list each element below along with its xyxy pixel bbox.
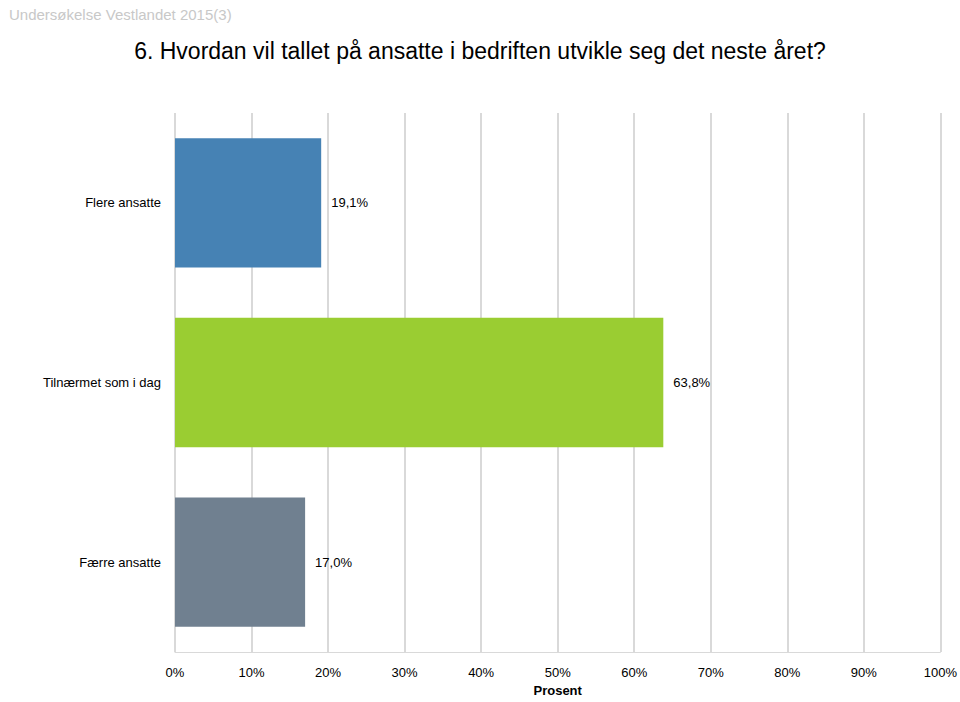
svg-text:80%: 80% [774, 665, 800, 680]
svg-text:90%: 90% [851, 665, 877, 680]
svg-text:20%: 20% [315, 665, 341, 680]
svg-text:17,0%: 17,0% [315, 555, 352, 570]
svg-text:Flere ansatte: Flere ansatte [85, 195, 161, 210]
svg-text:Færre ansatte: Færre ansatte [79, 555, 161, 570]
svg-text:6. Hvordan vil tallet på ansat: 6. Hvordan vil tallet på ansatte i bedri… [134, 38, 826, 64]
svg-text:Prosent: Prosent [533, 683, 582, 698]
svg-text:19,1%: 19,1% [331, 195, 368, 210]
svg-text:60%: 60% [621, 665, 647, 680]
svg-text:0%: 0% [166, 665, 185, 680]
svg-text:Undersøkelse Vestlandet 2015(3: Undersøkelse Vestlandet 2015(3) [9, 6, 232, 23]
svg-text:50%: 50% [545, 665, 571, 680]
svg-text:40%: 40% [468, 665, 494, 680]
svg-text:63,8%: 63,8% [673, 375, 710, 390]
svg-text:Tilnærmet som i dag: Tilnærmet som i dag [43, 375, 161, 390]
svg-text:30%: 30% [392, 665, 418, 680]
svg-text:10%: 10% [239, 665, 265, 680]
svg-text:70%: 70% [698, 665, 724, 680]
svg-text:100%: 100% [924, 665, 958, 680]
